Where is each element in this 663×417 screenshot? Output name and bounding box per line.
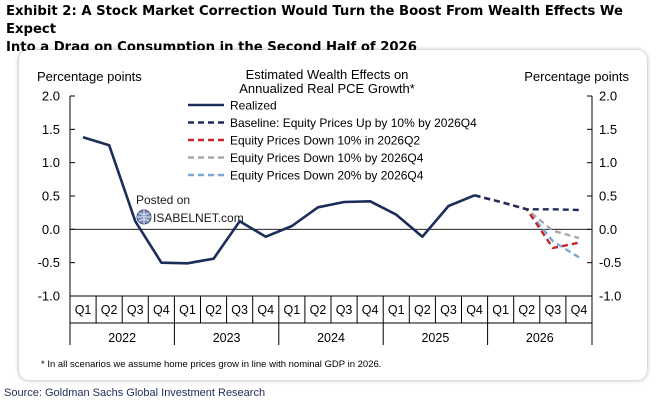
watermark: Posted on ISABELNET.com: [136, 193, 244, 225]
series-line-down10-q2: [474, 194, 580, 250]
y-axis-label-left: Percentage points: [37, 69, 142, 84]
x-tick-label-year: 2022: [108, 331, 136, 345]
series-line-down20-q4: [474, 194, 580, 259]
legend-label-down10-q2: Equity Prices Down 10% in 2026Q2: [230, 134, 420, 148]
y-tick-label-right: 0.5: [599, 189, 617, 204]
legend-label-down10-q4: Equity Prices Down 10% by 2026Q4: [230, 151, 424, 165]
y-tick-label-left: -0.5: [38, 255, 60, 270]
x-tick-label-quarter: Q1: [284, 303, 301, 317]
x-tick-label-quarter: Q3: [440, 303, 457, 317]
chart-axes: -1.0 -1.0 -0.5 -0.5 0.0 0.0 0.5 0.5 1.0 1.0 1.5 1.5…: [38, 89, 621, 323]
globe-icon: [136, 209, 152, 225]
y-tick-label-left: 0.0: [42, 222, 60, 237]
y-tick-label-right: 2.0: [599, 89, 617, 104]
legend-label-realized: Realized: [230, 99, 277, 113]
x-tick-label-quarter: Q4: [362, 303, 379, 317]
x-tick-label-quarter: Q1: [179, 303, 196, 317]
y-axis-label-right: Percentage points: [524, 69, 629, 84]
x-tick-label-quarter: Q3: [231, 303, 248, 317]
y-tick-label-left: 0.5: [42, 189, 60, 204]
x-tick-label-quarter: Q4: [571, 303, 588, 317]
y-tick-label-left: 1.5: [42, 122, 60, 137]
y-tick-label-right: -1.0: [599, 289, 621, 304]
x-tick-label-year: 2026: [526, 331, 554, 345]
x-tick-label-year: 2025: [421, 331, 449, 345]
footnote: * In all scenarios we assume home prices…: [41, 359, 381, 370]
watermark-line-1: Posted on: [136, 193, 190, 207]
x-tick-label-quarter: Q3: [127, 303, 144, 317]
x-tick-label-quarter: Q1: [388, 303, 405, 317]
watermark-line-2: ISABELNET.com: [153, 211, 244, 225]
series-line-realized: [82, 136, 476, 265]
y-tick-label-left: 1.0: [42, 155, 60, 170]
legend-label-baseline: Baseline: Equity Prices Up by 10% by 202…: [230, 116, 477, 130]
y-tick-label-right: 1.0: [599, 155, 617, 170]
x-axis: Q1 Q2 Q3 Q4 Q1 Q2 Q3 Q4 Q1 Q2 Q3 Q4 Q1 Q2 Q3 Q4 Q1 Q2 Q3 Q4…: [69, 295, 593, 345]
x-tick-label-quarter: Q3: [336, 303, 353, 317]
x-tick-label-quarter: Q4: [257, 303, 274, 317]
legend-label-down20-q4: Equity Prices Down 20% by 2026Q4: [230, 169, 424, 183]
x-tick-label-quarter: Q4: [466, 303, 483, 317]
x-tick-label-year: 2023: [213, 331, 241, 345]
source-note: Source: Goldman Sachs Global Investment …: [4, 387, 266, 399]
y-tick-label-right: 1.5: [599, 122, 617, 137]
chart-title: Estimated Wealth Effects on: [246, 67, 409, 82]
series-line-down10-q4: [474, 194, 580, 240]
legend: Realized Baseline: Equity Prices Up by 10…: [188, 99, 477, 183]
y-tick-label-right: -0.5: [599, 255, 621, 270]
x-tick-label-quarter: Q1: [75, 303, 92, 317]
series-line-baseline: [474, 194, 580, 212]
x-tick-label-quarter: Q4: [153, 303, 170, 317]
x-tick-label-quarter: Q3: [545, 303, 562, 317]
chart-panel: [19, 50, 647, 380]
chart-subtitle: Annualized Real PCE Growth*: [239, 81, 415, 96]
x-tick-label-quarter: Q2: [518, 303, 535, 317]
x-tick-label-quarter: Q1: [492, 303, 509, 317]
chart-lines: [82, 136, 580, 265]
exhibit-title-line-1: Exhibit 2: A Stock Market Correction Wou…: [6, 4, 623, 37]
y-tick-label-left: 2.0: [42, 89, 60, 104]
x-tick-label-quarter: Q2: [414, 303, 431, 317]
x-tick-label-quarter: Q2: [101, 303, 118, 317]
y-tick-label-left: -1.0: [38, 289, 60, 304]
y-tick-label-right: 0.0: [599, 222, 617, 237]
x-tick-label-quarter: Q2: [310, 303, 327, 317]
x-tick-label-quarter: Q2: [205, 303, 222, 317]
x-tick-label-year: 2024: [317, 331, 345, 345]
